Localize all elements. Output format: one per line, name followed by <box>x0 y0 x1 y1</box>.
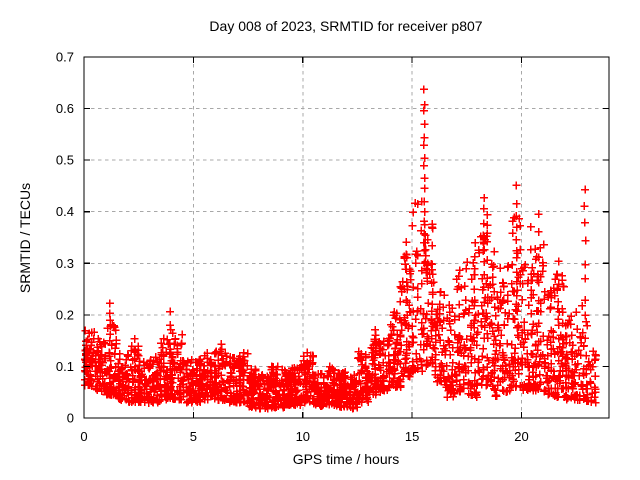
y-tick-labels: 0 0.1 0.2 0.3 0.4 0.5 0.6 0.7 <box>56 50 74 426</box>
chart-title: Day 008 of 2023, SRMTID for receiver p80… <box>209 18 482 34</box>
x-tick-label: 15 <box>405 429 419 444</box>
x-tick-labels: 0 5 10 15 20 <box>80 429 528 444</box>
text-labels: Day 008 of 2023, SRMTID for receiver p80… <box>17 18 529 467</box>
x-tick-label: 0 <box>80 429 87 444</box>
plot-border <box>83 56 610 419</box>
y-tick-label: 0 <box>67 411 74 426</box>
x-tick-label: 10 <box>296 429 310 444</box>
y-tick-label: 0.1 <box>56 359 74 374</box>
plot-frame-and-ticks <box>83 56 610 419</box>
y-tick-label: 0.5 <box>56 153 74 168</box>
y-axis-label: SRMTID / TECUs <box>17 183 33 293</box>
x-tick-label: 5 <box>190 429 197 444</box>
y-tick-label: 0.6 <box>56 101 74 116</box>
x-axis-label: GPS time / hours <box>293 451 400 467</box>
y-tick-label: 0.4 <box>56 204 74 219</box>
x-tick-label: 20 <box>514 429 528 444</box>
y-tick-label: 0.2 <box>56 307 74 322</box>
y-tick-label: 0.7 <box>56 50 74 65</box>
data-layer <box>80 85 600 413</box>
y-tick-label: 0.3 <box>56 256 74 271</box>
srmtid-series-markers <box>80 85 600 413</box>
